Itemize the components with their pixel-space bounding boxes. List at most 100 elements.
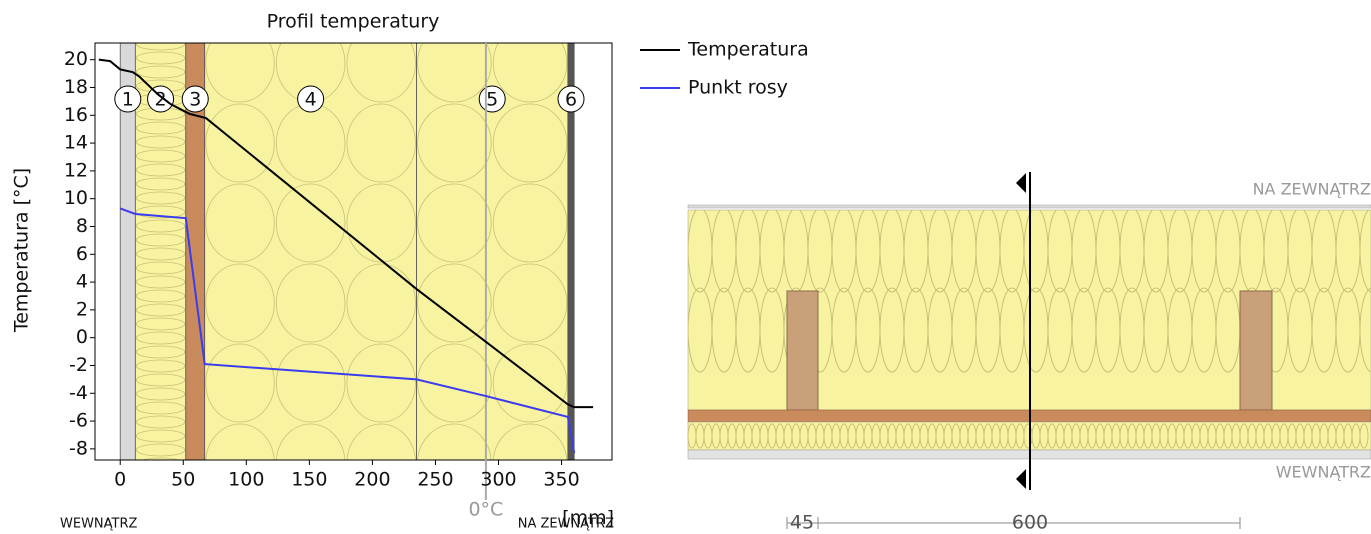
insulation-pattern <box>275 183 346 263</box>
insulation-pattern <box>346 43 416 103</box>
x-tick-label: 0 <box>114 469 126 491</box>
x-axis-label: [mm] <box>562 507 614 529</box>
layer-marker <box>114 85 142 113</box>
insulation-pattern <box>135 373 186 387</box>
layer-marker <box>147 85 175 113</box>
layer <box>134 43 187 460</box>
insulation-pattern <box>136 24 184 36</box>
chart-title: Profil temperatury <box>267 11 440 33</box>
layer-label: 5 <box>486 89 498 111</box>
layer-marker <box>181 85 209 113</box>
insulation-pattern <box>135 401 186 415</box>
insulation-pattern <box>492 263 568 343</box>
insulation-pattern <box>135 191 186 205</box>
insulation-pattern <box>492 343 568 423</box>
inner-pattern <box>687 423 1369 449</box>
outside-label: NA ZEWNĄTRZ <box>518 517 614 532</box>
y-axis-label: Temperatura [°C] <box>11 168 33 333</box>
zero-label: 0°C <box>468 499 503 521</box>
insulation-pattern <box>135 303 186 317</box>
insulation-pattern <box>205 343 275 423</box>
insulation-pattern <box>135 219 186 233</box>
insulation-pattern <box>688 210 1371 373</box>
stud <box>1239 290 1273 411</box>
insulation-pattern <box>205 43 275 103</box>
legend-label: Temperatura <box>687 39 809 61</box>
y-tick-label: 8 <box>76 215 88 237</box>
y-tick-label: 6 <box>76 243 88 265</box>
insulation-pattern <box>417 43 492 103</box>
layer <box>567 43 575 460</box>
insulation-pattern <box>135 415 186 429</box>
insulation-pattern <box>135 443 186 457</box>
x-tick-label: 50 <box>171 469 195 491</box>
insulation-pattern <box>346 343 416 423</box>
x-tick-label: 200 <box>354 469 390 491</box>
insulation-pattern <box>205 103 275 183</box>
insulation-pattern <box>346 103 416 183</box>
y-tick-label: 14 <box>64 132 88 154</box>
y-tick-label: 20 <box>64 48 88 70</box>
insulation-pattern <box>135 289 186 303</box>
y-tick-label: 0 <box>76 326 88 348</box>
layer-label: 4 <box>305 89 317 111</box>
x-tick-label: 100 <box>228 469 264 491</box>
insulation-pattern <box>205 423 275 460</box>
y-tick-label: -8 <box>69 437 88 459</box>
insulation-pattern <box>135 149 186 163</box>
insulation-pattern <box>417 343 492 423</box>
series-line <box>98 58 594 409</box>
insulation-pattern <box>492 183 568 263</box>
insulation-pattern <box>135 205 186 219</box>
inside-label: WEWNĄTRZ <box>1276 463 1371 482</box>
outside-label: NA ZEWNĄTRZ <box>1253 180 1371 199</box>
insulation-pattern <box>135 233 186 247</box>
insulation-pattern <box>205 263 275 343</box>
insulation-pattern <box>135 43 186 51</box>
x-tick-label: 300 <box>480 469 516 491</box>
insulation-pattern <box>135 359 186 373</box>
x-tick-label: 250 <box>417 469 453 491</box>
y-tick-label: -4 <box>69 382 88 404</box>
insulation-pattern <box>417 263 492 343</box>
y-tick-label: 18 <box>64 76 88 98</box>
insulation-pattern <box>205 183 275 263</box>
dimension-label: 45 <box>790 512 814 534</box>
insulation-pattern <box>135 135 186 149</box>
y-tick-label: 12 <box>64 159 88 181</box>
insulation-pattern <box>135 331 186 345</box>
y-tick-label: 2 <box>76 298 88 320</box>
insulation-pattern <box>276 423 346 460</box>
insulation-pattern <box>135 317 186 331</box>
inside-label: WEWNĄTRZ <box>60 517 138 532</box>
insulation-pattern <box>135 345 186 359</box>
x-tick-label: 350 <box>543 469 579 491</box>
insulation-pattern <box>135 429 186 443</box>
wall-section: NA ZEWNĄTRZ WEWNĄTRZ 45 600 <box>687 172 1371 534</box>
y-tick-label: 16 <box>64 104 88 126</box>
insulation-pattern <box>346 423 416 460</box>
layer-label: 6 <box>565 89 577 111</box>
y-tick-label: -2 <box>69 354 88 376</box>
insulation-pattern <box>135 247 186 261</box>
loop <box>1359 210 1371 293</box>
insulation-pattern <box>275 343 346 423</box>
insulation-pattern <box>135 163 186 177</box>
layer-marker <box>297 85 325 113</box>
series-line <box>119 207 576 454</box>
loop <box>1359 287 1371 373</box>
y-tick-label: 4 <box>76 271 88 293</box>
insulation-pattern <box>417 103 492 183</box>
y-tick-label: -6 <box>69 410 88 432</box>
insulation-pattern <box>492 423 568 460</box>
legend-label: Punkt rosy <box>688 77 788 99</box>
insulation-pattern <box>135 51 186 65</box>
insulation-pattern <box>346 263 416 343</box>
insulation-pattern <box>135 177 186 191</box>
stud <box>786 290 819 411</box>
insulation-pattern <box>135 387 186 401</box>
layer-label: 1 <box>122 89 134 111</box>
loop <box>1359 423 1369 449</box>
insulation-pattern <box>417 423 492 460</box>
